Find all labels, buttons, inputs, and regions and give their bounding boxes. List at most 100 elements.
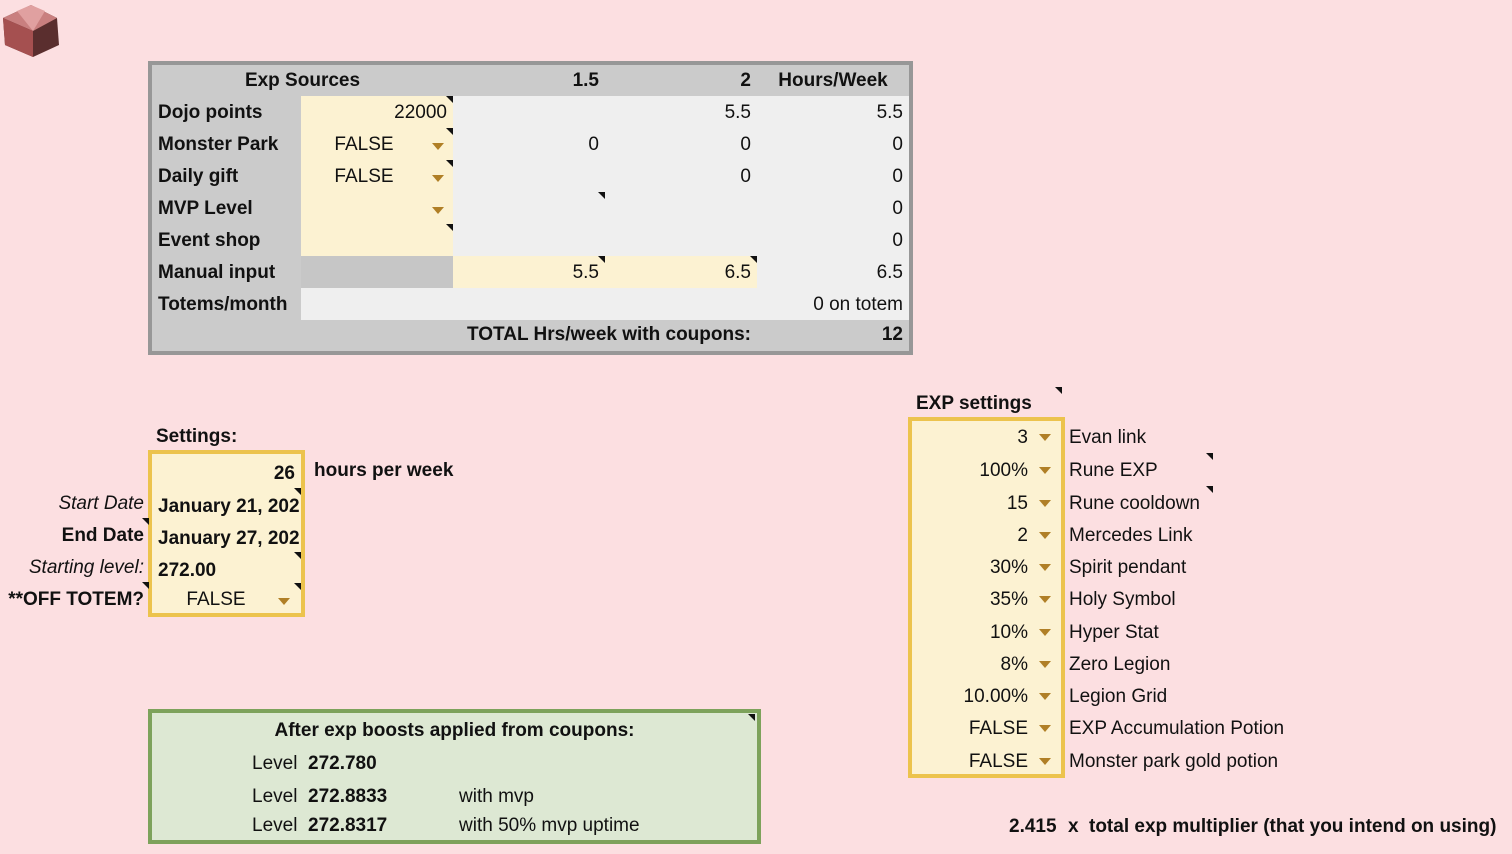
starting-level-input[interactable]: 272.00	[158, 560, 217, 581]
mvp-level-select[interactable]	[301, 193, 453, 225]
exp-setting-value-select[interactable]: FALSE	[968, 751, 1028, 772]
manual-input-1-5[interactable]: 5.5	[572, 262, 599, 283]
exp-setting-label: Legion Grid	[1069, 686, 1168, 707]
event-shop-input[interactable]	[301, 225, 453, 257]
exp-setting-label: Zero Legion	[1069, 654, 1171, 675]
exp-setting-label: Holy Symbol	[1069, 589, 1176, 610]
end-date-label: End Date	[61, 525, 144, 546]
header-hours-week: Hours/Week	[778, 70, 888, 91]
manual-input-hours: 6.5	[876, 262, 903, 283]
daily-gift-2: 0	[740, 166, 751, 187]
comment-indicator-icon	[446, 224, 453, 231]
exp-setting-label: EXP Accumulation Potion	[1069, 718, 1285, 739]
comment-indicator-icon	[446, 160, 453, 167]
total-value: 12	[881, 324, 903, 345]
hours-per-week-label: hours per week	[314, 460, 454, 481]
exp-setting-label: Rune EXP	[1069, 460, 1158, 481]
monster-park-hours: 0	[892, 134, 903, 155]
hexagon-logo-icon	[3, 5, 59, 57]
comment-indicator-icon	[748, 714, 755, 721]
exp-setting-value-select[interactable]: 35%	[989, 589, 1028, 610]
exp-setting-dropdown-icon[interactable]	[1039, 629, 1051, 636]
total-label: TOTAL Hrs/week with coupons:	[467, 324, 751, 345]
result-level-half-mvp-value: 272.8317	[308, 815, 388, 836]
result-mvp-note: with mvp	[459, 786, 534, 807]
monster-park-1-5: 0	[588, 134, 599, 155]
exp-setting-value-select[interactable]: 10.00%	[963, 686, 1028, 707]
monster-park-dropdown-icon[interactable]	[432, 143, 444, 150]
exp-setting-value-select[interactable]: 100%	[979, 460, 1028, 481]
exp-setting-dropdown-icon[interactable]	[1039, 725, 1051, 732]
comment-indicator-icon	[446, 96, 453, 103]
exp-setting-label: Rune cooldown	[1069, 493, 1200, 514]
exp-setting-value-select[interactable]: 2	[1017, 525, 1028, 546]
comment-indicator-icon	[750, 256, 757, 263]
starting-level-label: Starting level:	[28, 557, 144, 578]
end-date-input[interactable]: January 27, 202	[158, 528, 300, 549]
exp-setting-dropdown-icon[interactable]	[1039, 467, 1051, 474]
exp-setting-dropdown-icon[interactable]	[1039, 758, 1051, 765]
results-title: After exp boosts applied from coupons:	[274, 720, 635, 741]
exp-setting-dropdown-icon[interactable]	[1039, 564, 1051, 571]
exp-setting-value-select[interactable]: FALSE	[968, 718, 1028, 739]
header-col-1-5: 1.5	[572, 70, 599, 91]
off-totem-label: **OFF TOTEM?	[8, 589, 144, 610]
dojo-2: 5.5	[724, 102, 751, 123]
row-label-event-shop: Event shop	[158, 230, 261, 251]
exp-setting-dropdown-icon[interactable]	[1039, 693, 1051, 700]
daily-gift-dropdown-icon[interactable]	[432, 175, 444, 182]
exp-setting-value-select[interactable]: 3	[1017, 427, 1028, 448]
exp-setting-value-select[interactable]: 8%	[1000, 654, 1028, 675]
exp-setting-dropdown-icon[interactable]	[1039, 596, 1051, 603]
comment-indicator-icon	[598, 256, 605, 263]
dojo-points-input[interactable]: 22000	[394, 102, 447, 123]
start-date-label: Start Date	[58, 493, 144, 514]
row-label-mvp-level: MVP Level	[158, 198, 253, 219]
result-level-mvp-value: 272.8833	[308, 786, 388, 807]
result-level-value: 272.780	[308, 753, 377, 774]
comment-indicator-icon	[1206, 486, 1213, 493]
multiplier-x: x	[1068, 816, 1079, 837]
comment-indicator-icon	[294, 488, 301, 495]
exp-setting-label: Evan link	[1069, 427, 1147, 448]
off-totem-select[interactable]: FALSE	[186, 589, 246, 610]
comment-indicator-icon	[142, 518, 149, 525]
hours-per-week-input[interactable]: 26	[273, 463, 295, 484]
result-level-label: Level	[252, 753, 298, 774]
exp-setting-dropdown-icon[interactable]	[1039, 500, 1051, 507]
row-label-manual-input: Manual input	[158, 262, 276, 283]
settings-title: Settings:	[156, 426, 238, 447]
comment-indicator-icon	[598, 192, 605, 199]
exp-settings-title: EXP settings	[916, 393, 1032, 414]
result-half-mvp-note: with 50% mvp uptime	[459, 815, 640, 836]
exp-setting-value-select[interactable]: 15	[1006, 493, 1028, 514]
manual-input-2[interactable]: 6.5	[724, 262, 751, 283]
exp-settings-box	[908, 417, 1065, 778]
row-label-totems: Totems/month	[158, 294, 288, 315]
daily-gift-hours: 0	[892, 166, 903, 187]
daily-gift-select[interactable]: FALSE	[334, 166, 394, 187]
off-totem-dropdown-icon[interactable]	[278, 598, 290, 605]
exp-setting-dropdown-icon[interactable]	[1039, 661, 1051, 668]
exp-setting-label: Spirit pendant	[1069, 557, 1187, 578]
mvp-level-dropdown-icon[interactable]	[432, 207, 444, 214]
monster-park-select[interactable]: FALSE	[334, 134, 394, 155]
header-exp-sources: Exp Sources	[244, 70, 361, 91]
comment-indicator-icon	[1206, 453, 1213, 460]
comment-indicator-icon	[446, 128, 453, 135]
settings-box: 26 January 21, 202 January 27, 202 272.0…	[148, 450, 305, 617]
exp-setting-label: Monster park gold potion	[1069, 751, 1279, 772]
exp-sources-table: Exp Sources 1.5 2 Hours/Week Dojo points…	[148, 61, 913, 355]
exp-setting-dropdown-icon[interactable]	[1039, 532, 1051, 539]
dojo-hours: 5.5	[876, 102, 903, 123]
event-shop-hours: 0	[892, 230, 903, 251]
exp-setting-value-select[interactable]: 30%	[989, 557, 1028, 578]
result-level-label: Level	[252, 786, 298, 807]
row-label-daily-gift: Daily gift	[158, 166, 239, 187]
totems-hours: 0 on totem	[813, 294, 903, 315]
multiplier-value: 2.415	[1009, 816, 1057, 837]
exp-setting-dropdown-icon[interactable]	[1039, 434, 1051, 441]
multiplier-label: total exp multiplier (that you intend on…	[1089, 816, 1497, 837]
start-date-input[interactable]: January 21, 202	[158, 496, 300, 517]
exp-setting-value-select[interactable]: 10%	[989, 622, 1028, 643]
